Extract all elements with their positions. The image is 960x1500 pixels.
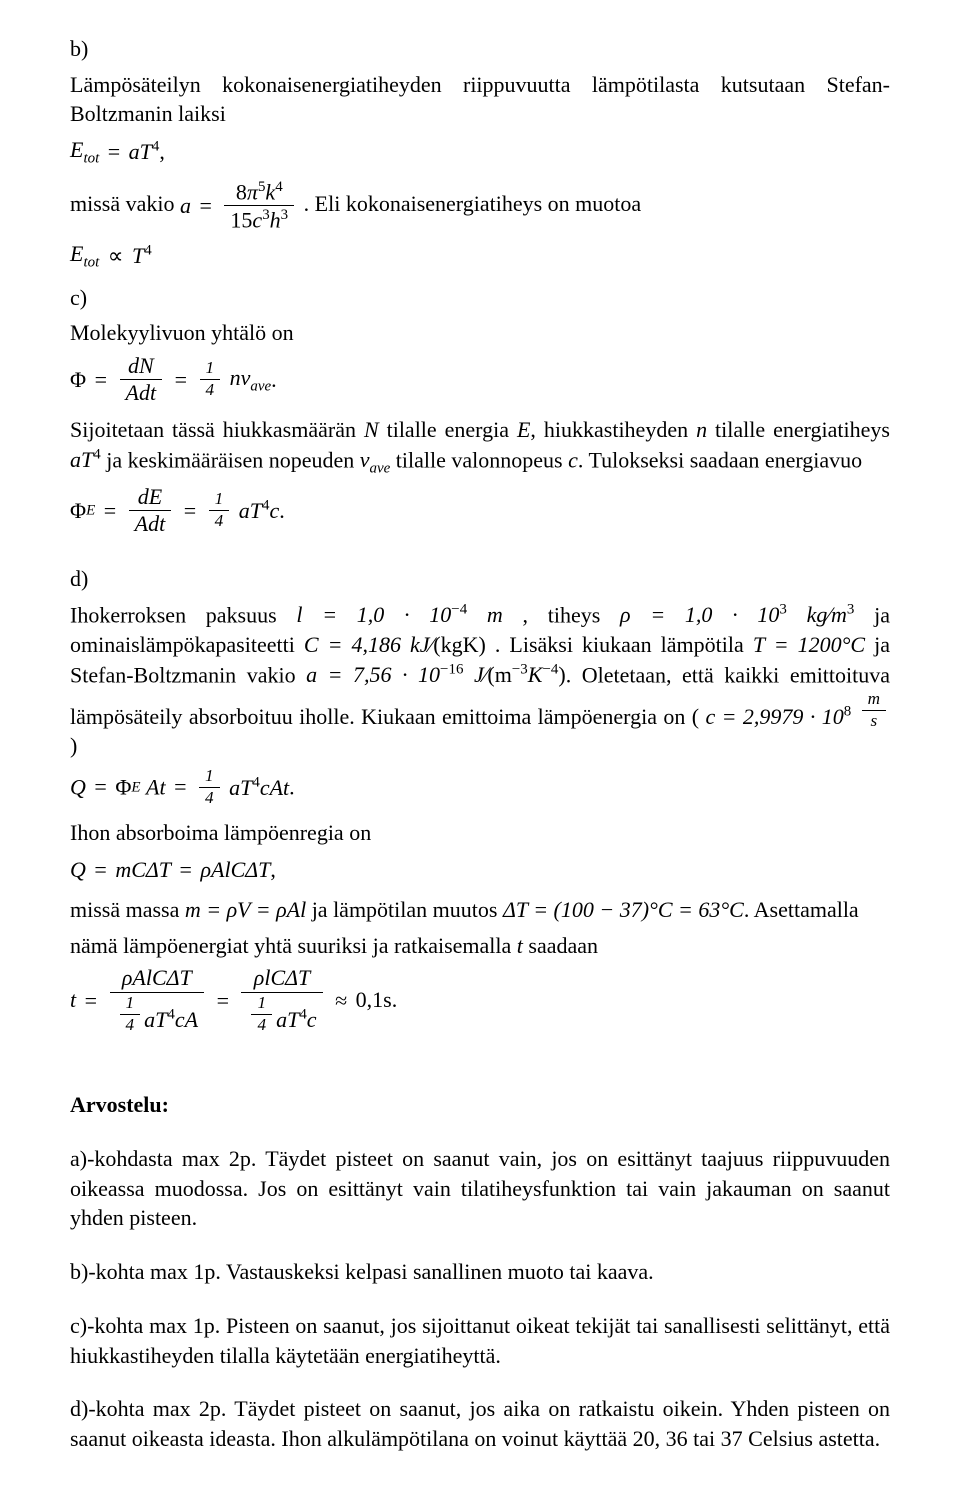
- d-para1: Ihokerroksen paksuus l = 1,0 · 10−4 m , …: [70, 600, 890, 761]
- b-para2: missä vakio a = 8π5k4 15c3h3 . Eli kokon…: [70, 179, 890, 233]
- eq-Etot-aT4: Etot = aT4,: [70, 135, 890, 169]
- c-line1: Molekyylivuon yhtälö on: [70, 318, 890, 348]
- eq-Q: Q = ΦE At = 1 4 aT4cAt.: [70, 767, 890, 808]
- section-d-label: d): [70, 564, 890, 594]
- eq-Etot-propto: Etot ∝ T4: [70, 239, 890, 273]
- grading-a: a)-kohdasta max 2p. Täydet pisteet on sa…: [70, 1144, 890, 1233]
- d-line7: nämä lämpöenergiat yhtä suuriksi ja ratk…: [70, 931, 890, 961]
- eq-Q2: Q = mCΔT = ρAlCΔT,: [70, 853, 890, 885]
- section-c-label: c): [70, 283, 890, 313]
- grading-b: b)-kohta max 1p. Vastauskeksi kelpasi sa…: [70, 1257, 890, 1287]
- d-line5: Ihon absorboima lämpöenregia on: [70, 818, 890, 848]
- grading-d: d)-kohta max 2p. Täydet pisteet on saanu…: [70, 1394, 890, 1453]
- eq-phiE: ΦE = dE Adt = 1 4 aT4c.: [70, 485, 890, 536]
- d-line6: missä massa m = ρV = ρAl ja lämpötilan m…: [70, 895, 890, 925]
- b-para1: Lämpösäteilyn kokonaisenergiatiheyden ri…: [70, 70, 890, 129]
- eq-t: t = ρAlCΔT 1 4 aT4cA = ρlCΔT 1 4 aT4c ≈ …: [70, 966, 890, 1034]
- eq-phi: Φ = dN Adt = 1 4 nvave.: [70, 354, 890, 405]
- section-b-label: b): [70, 34, 890, 64]
- grading-c: c)-kohta max 1p. Pisteen on saanut, jos …: [70, 1311, 890, 1370]
- c-sentence: Sijoitetaan tässä hiukkasmäärän N tilall…: [70, 415, 890, 479]
- grading-title: Arvostelu:: [70, 1090, 890, 1120]
